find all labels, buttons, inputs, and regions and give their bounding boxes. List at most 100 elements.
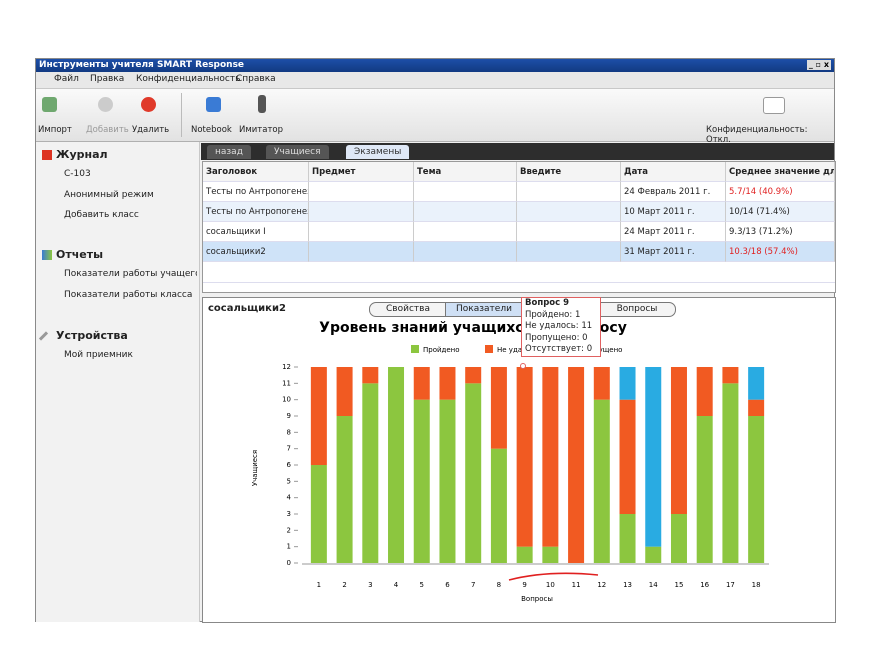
bar-segment [439, 399, 456, 563]
nav-item[interactable]: Показатели работы учащегося [64, 269, 197, 279]
bar-segment [490, 448, 507, 563]
reports-icon [42, 250, 52, 260]
column-header[interactable]: Тема [414, 162, 517, 182]
column-header[interactable]: Среднее значение для [726, 162, 835, 182]
x-tick-label: 4 [394, 581, 399, 589]
x-tick-label: 15 [675, 581, 684, 589]
nav-item[interactable]: Анонимный режим [64, 190, 154, 200]
y-tick-label: 4 [287, 494, 292, 502]
y-tick-label: 2 [287, 526, 291, 534]
column-header[interactable]: Дата [621, 162, 726, 182]
panel-tab[interactable]: Свойства [369, 302, 447, 317]
panel-tab-active[interactable]: Показатели [445, 302, 523, 317]
hover-point [520, 363, 526, 369]
menu-item[interactable]: Правка [90, 74, 125, 84]
legend-label: Пропущено [580, 346, 622, 354]
section-title: Устройства [56, 329, 128, 342]
nav-item[interactable]: С-103 [64, 169, 91, 179]
empty-cell [309, 242, 414, 262]
x-tick-label: 14 [649, 581, 658, 589]
empty-cell [517, 202, 621, 222]
x-axis-label: Вопросы [521, 595, 553, 603]
delete-button[interactable]: Удалить [132, 125, 170, 135]
tab[interactable]: назад [207, 145, 251, 159]
menu-item[interactable]: Справка [236, 74, 276, 84]
annotation-underline [508, 572, 599, 581]
empty-cell [414, 222, 517, 242]
y-tick-label: 10 [282, 396, 291, 404]
empty-cell [309, 182, 414, 202]
table-cell: 24 Февраль 2011 г. [621, 182, 726, 202]
window-controls[interactable]: _ ▫ x [806, 60, 831, 70]
bar-segment [362, 367, 379, 384]
bar-segment [696, 416, 713, 563]
x-tick-label: 11 [572, 581, 581, 589]
empty-cell [517, 222, 621, 242]
import-button[interactable]: Импорт [38, 125, 72, 135]
y-tick-label: 3 [287, 510, 291, 518]
bar-segment [490, 367, 507, 449]
bar-segment [516, 546, 533, 563]
bar-segment [439, 367, 456, 400]
bar-segment [336, 367, 353, 416]
empty-row [203, 262, 835, 283]
empty-cell [517, 182, 621, 202]
nav-item[interactable]: Добавить класс [64, 210, 139, 220]
bar-segment [310, 465, 327, 563]
privacy-icon [763, 97, 785, 114]
bar-segment [593, 399, 610, 563]
table-cell: 9.3/13 (71.2%) [726, 222, 835, 242]
privacy-button[interactable]: Конфиденциальность: Откл. [706, 125, 808, 145]
tab-active[interactable]: Экзамены [346, 145, 410, 159]
bar-segment [465, 367, 482, 384]
column-header[interactable]: Заголовок [203, 162, 309, 182]
section-title: Отчеты [56, 248, 104, 261]
bar-segment [413, 367, 430, 400]
table-cell: сосальщики I [203, 222, 309, 242]
separator [181, 93, 182, 137]
menu-bar: Файл Правка Конфиденциальность Справка [36, 72, 834, 89]
menu-item[interactable]: Конфиденциальность [136, 74, 241, 84]
legend-swatch [485, 345, 493, 353]
bar-segment [542, 546, 559, 563]
column-header[interactable]: Введите [517, 162, 621, 182]
table-cell: 10/14 (71.4%) [726, 202, 835, 222]
legend-swatch [411, 345, 419, 353]
simulator-button[interactable]: Имитатор [239, 125, 284, 135]
sidebar: Журнал С-103 Анонимный режим Добавить кл… [36, 142, 200, 622]
delete-icon [141, 97, 156, 112]
y-tick-label: 8 [287, 428, 291, 436]
table-cell: 10 Март 2011 г. [621, 202, 726, 222]
nav-item[interactable]: Показатели работы класса [64, 290, 193, 300]
add-icon [98, 97, 113, 112]
add-button[interactable]: Добавить [86, 125, 129, 135]
x-tick-label: 18 [752, 581, 761, 589]
devices-icon [38, 331, 49, 341]
window-title: Инструменты учителя SMART Response [39, 60, 245, 70]
bar-segment [542, 367, 559, 547]
empty-cell [517, 242, 621, 262]
y-tick-label: 6 [287, 461, 292, 469]
notebook-icon [206, 97, 221, 112]
x-tick-label: 8 [497, 581, 501, 589]
x-tick-label: 6 [445, 581, 450, 589]
column-header[interactable]: Предмет [309, 162, 414, 182]
notebook-button[interactable]: Notebook [191, 125, 232, 135]
bar-segment [722, 383, 739, 563]
x-tick-label: 2 [342, 581, 346, 589]
panel-title: сосальщики2 [208, 303, 286, 314]
nav-item[interactable]: Мой приемник [64, 350, 133, 360]
y-tick-label: 7 [287, 445, 291, 453]
import-icon [42, 97, 57, 112]
panel-tab[interactable]: Вопросы [598, 302, 676, 317]
bar-segment [362, 383, 379, 563]
table-cell: Тесты по Антропогенез [203, 202, 309, 222]
tab[interactable]: Учащиеся [266, 145, 329, 159]
x-tick-label: 1 [317, 581, 321, 589]
bar-segment [413, 399, 430, 563]
menu-item[interactable]: Файл [54, 74, 79, 84]
bar-segment [310, 367, 327, 465]
toolbar: Импорт Добавить Удалить Notebook Имитато… [36, 89, 834, 145]
report-panel: сосальщики2 Свойства Показатели Вопросы … [202, 297, 836, 623]
bar-segment [670, 514, 687, 563]
